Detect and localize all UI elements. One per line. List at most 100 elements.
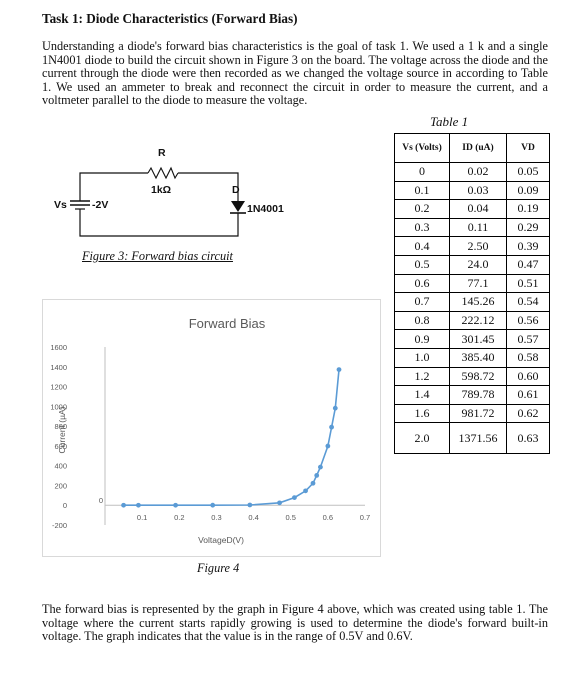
x-tick-label: 0.6	[323, 513, 333, 522]
table-cell: 0.51	[506, 273, 550, 294]
x-tick-label: 0.4	[248, 513, 258, 522]
series-line	[123, 369, 340, 506]
data-point	[303, 488, 308, 494]
table-cell: 0.39	[506, 236, 550, 256]
data-point	[247, 502, 253, 508]
diode-symbol	[230, 201, 246, 214]
table-cell: 0.05	[506, 162, 550, 182]
table-cell: 1.4	[394, 385, 450, 405]
table-cell: 0.1	[394, 180, 450, 201]
table-cell: 0.19	[506, 199, 550, 219]
table-row: 0.8 222.12 0.56	[394, 310, 550, 331]
forward-bias-chart: Forward Bias -200 0 200 400 600 800 1000 1200 140…	[42, 299, 381, 557]
closing-paragraph: The forward bias is represented by the g…	[42, 602, 548, 644]
circuit-wire-bottom	[79, 213, 239, 237]
table-header-row: Vs (Volts) ID (uA) VD	[394, 133, 550, 163]
source-label: Vs	[54, 199, 67, 211]
table-row: 1.0 385.40 0.58	[394, 347, 550, 368]
table-row: 1.6 981.72 0.62	[394, 403, 550, 424]
data-point	[292, 495, 297, 500]
y-tick-label: 1600	[50, 343, 67, 352]
x-tick-label: 0.5	[285, 513, 295, 522]
data-point	[332, 405, 338, 411]
chart-svg: Forward Bias -200 0 200 400 600 800 1000 1200 140…	[50, 316, 370, 545]
y-tick-label: 0	[63, 501, 67, 510]
y-tick-label: 200	[54, 481, 67, 490]
y-tick-label: 600	[54, 442, 67, 451]
table-cell: 0.47	[506, 254, 550, 275]
data-point	[277, 500, 282, 506]
table-cell: 981.72	[449, 403, 507, 424]
table-cell: 0.6	[394, 273, 450, 294]
table-header-cell: VD	[506, 133, 550, 163]
y-axis-label: Current (µA)	[57, 406, 67, 453]
y-tick-label: 400	[54, 462, 67, 471]
data-point	[318, 464, 323, 470]
y-tick-label: -200	[52, 521, 67, 530]
y-tick-label: 1000	[50, 402, 67, 411]
table-row: 1.4 789.78 0.61	[394, 385, 550, 405]
table-cell: 301.45	[449, 329, 507, 349]
table-row: 0.4 2.50 0.39	[394, 236, 550, 256]
x-tick-label: 0.1	[137, 513, 147, 522]
table-cell: 0.3	[394, 217, 450, 238]
table-header-cell: ID (uA)	[449, 133, 507, 163]
y-tick-label: 800	[54, 422, 67, 431]
table-row: 2.0 1371.56 0.63	[394, 422, 550, 455]
table-cell: 222.12	[449, 310, 507, 331]
chart-title: Forward Bias	[189, 316, 266, 331]
intro-paragraph: Understanding a diode's forward bias cha…	[42, 39, 548, 108]
forward-bias-circuit: R 1kΩ Vs -2V D 1N4001	[54, 147, 284, 237]
table-cell: 0.02	[449, 162, 507, 182]
resistor-value: 1kΩ	[151, 184, 171, 196]
table-row: 0 0.02 0.05	[394, 162, 550, 182]
table-cell: 24.0	[449, 254, 507, 275]
x-tick-label: 0.7	[360, 513, 370, 522]
table-cell: 0.60	[506, 366, 550, 387]
data-point	[121, 502, 126, 508]
table-cell: 2.50	[449, 236, 507, 256]
table-cell: 385.40	[449, 347, 507, 368]
table-cell: 0	[394, 162, 450, 182]
x-tick-label: 0.3	[211, 513, 221, 522]
table-cell: 0.4	[394, 236, 450, 256]
voltage-source-symbol	[70, 197, 90, 215]
table-cell: 0.11	[449, 217, 507, 238]
table-cell: 0.09	[506, 180, 550, 201]
table-cell: 77.1	[449, 273, 507, 294]
data-point	[325, 443, 331, 449]
data-point	[173, 502, 178, 508]
task-heading: Task 1: Diode Characteristics (Forward B…	[42, 11, 298, 26]
table-cell: 0.57	[506, 329, 550, 349]
data-point	[136, 502, 141, 508]
table-cell: 2.0	[394, 422, 450, 455]
circuit-wire-left	[79, 172, 148, 197]
data-point	[336, 367, 342, 372]
table-cell: 0.56	[506, 310, 550, 331]
table-cell: 1.6	[394, 403, 450, 424]
table-header-cell: Vs (Volts)	[394, 133, 450, 163]
table-cell: 1.0	[394, 347, 450, 368]
table-cell: 1371.56	[449, 422, 507, 455]
y-tick-label: 1400	[50, 363, 67, 372]
table-cell: 0.61	[506, 385, 550, 405]
table-cell: 1.2	[394, 366, 450, 387]
table-caption: Table 1	[430, 114, 469, 129]
table-row: 0.6 77.1 0.51	[394, 273, 550, 294]
table-row: 0.5 24.0 0.47	[394, 254, 550, 275]
table-row: 0.9 301.45 0.57	[394, 329, 550, 349]
table-cell: 0.58	[506, 347, 550, 368]
circuit-wire-top	[178, 172, 239, 201]
table-cell: 598.72	[449, 366, 507, 387]
table-row: 0.3 0.11 0.29	[394, 217, 550, 238]
table-cell: 0.8	[394, 310, 450, 331]
data-point	[329, 424, 334, 430]
table-cell: 0.04	[449, 199, 507, 219]
table-cell: 0.54	[506, 292, 550, 312]
data-point	[210, 502, 216, 508]
x-tick-label: 0	[99, 496, 103, 505]
data-point	[314, 473, 320, 478]
table-cell: 0.5	[394, 254, 450, 275]
table-row: 0.2 0.04 0.19	[394, 199, 550, 219]
table-row: 0.7 145.26 0.54	[394, 292, 550, 312]
